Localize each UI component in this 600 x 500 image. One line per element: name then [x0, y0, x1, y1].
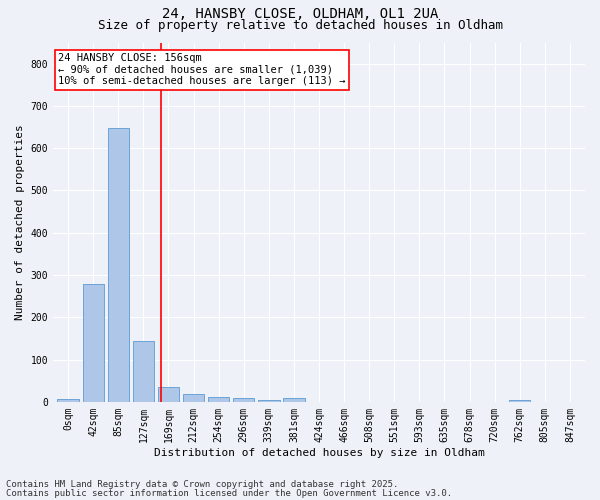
Bar: [158, 387, 179, 402]
Text: Size of property relative to detached houses in Oldham: Size of property relative to detached ho…: [97, 19, 503, 32]
Text: 24, HANSBY CLOSE, OLDHAM, OL1 2UA: 24, HANSBY CLOSE, OLDHAM, OL1 2UA: [162, 8, 438, 22]
Bar: [258, 400, 280, 402]
Text: 24 HANSBY CLOSE: 156sqm
← 90% of detached houses are smaller (1,039)
10% of semi: 24 HANSBY CLOSE: 156sqm ← 90% of detache…: [58, 54, 346, 86]
Bar: [283, 398, 305, 402]
Bar: [107, 128, 129, 402]
X-axis label: Distribution of detached houses by size in Oldham: Distribution of detached houses by size …: [154, 448, 484, 458]
Bar: [208, 397, 229, 402]
Bar: [233, 398, 254, 402]
Bar: [83, 284, 104, 402]
Y-axis label: Number of detached properties: Number of detached properties: [15, 124, 25, 320]
Text: Contains public sector information licensed under the Open Government Licence v3: Contains public sector information licen…: [6, 489, 452, 498]
Bar: [509, 400, 530, 402]
Bar: [183, 394, 204, 402]
Bar: [58, 399, 79, 402]
Text: Contains HM Land Registry data © Crown copyright and database right 2025.: Contains HM Land Registry data © Crown c…: [6, 480, 398, 489]
Bar: [133, 342, 154, 402]
